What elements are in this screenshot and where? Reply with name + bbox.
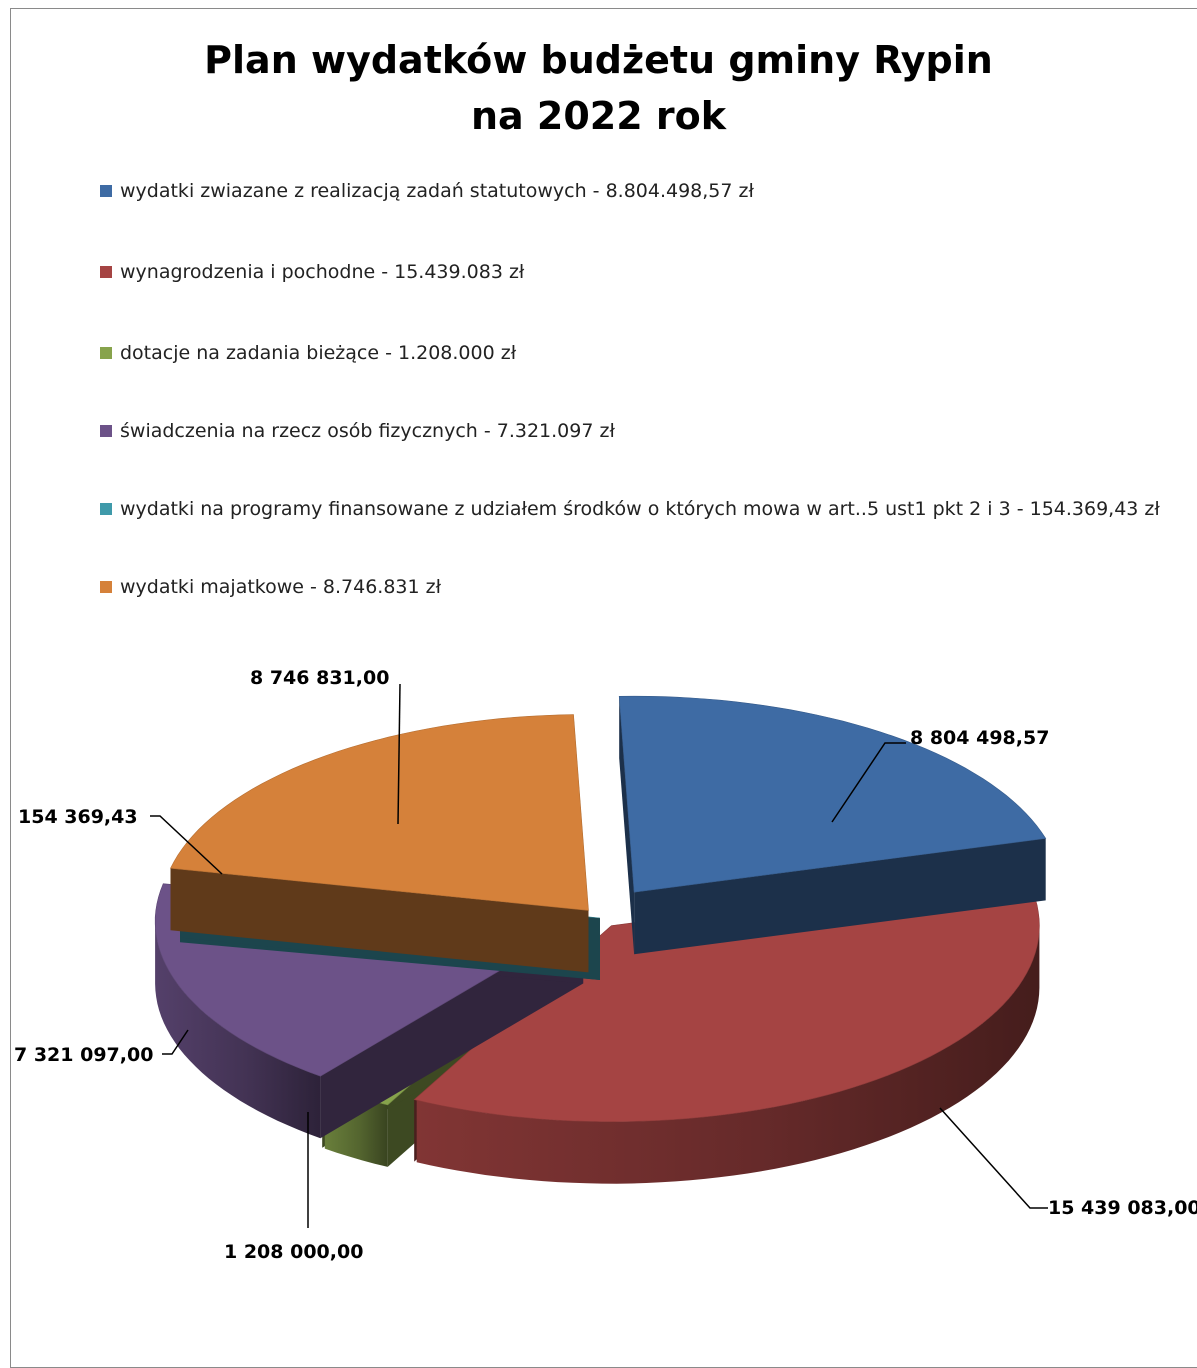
- legend-swatch-subsidies: [100, 347, 112, 359]
- slice-statutory: [618, 695, 1047, 893]
- slice-salaries: [413, 871, 1040, 1123]
- legend-label-statutory: wydatki zwiazane z realizacją zadań stat…: [120, 180, 754, 202]
- legend-label-benefits: świadczenia na rzecz osób fizycznych - 7…: [120, 420, 615, 442]
- leader-line-salaries: [939, 1107, 1048, 1209]
- slice-side-assets-0: [170, 868, 589, 973]
- leader-line-assets: [397, 683, 401, 825]
- legend-label-programs: wydatki na programy finansowane z udział…: [120, 498, 1160, 520]
- data-labels: 8 804 498,57 15 439 083,00 1 208 000,00 …: [14, 667, 1197, 1263]
- legend-item-salaries: wynagrodzenia i pochodne - 15.439.083 zł: [100, 259, 1160, 285]
- data-label-salaries: 15 439 083,00: [1048, 1197, 1197, 1219]
- legend-label-salaries: wynagrodzenia i pochodne - 15.439.083 zł: [120, 261, 525, 283]
- pie-slices: [154, 695, 1047, 1184]
- slice-wall-benefits: [155, 921, 321, 1139]
- data-label-programs: 154 369,43: [18, 806, 138, 828]
- chart-title-line-2: na 2022 rok: [470, 94, 727, 138]
- chart-title-line-1: Plan wydatków budżetu gminy Rypin: [204, 38, 993, 82]
- legend-swatch-salaries: [100, 266, 112, 278]
- slice-assets: [170, 714, 589, 911]
- data-label-subsidies: 1 208 000,00: [224, 1241, 363, 1263]
- slice-side-statutory-0: [619, 696, 635, 955]
- legend-label-assets: wydatki majatkowe - 8.746.831 zł: [120, 576, 442, 598]
- legend-item-statutory: wydatki zwiazane z realizacją zadań stat…: [100, 178, 1160, 204]
- legend-label-subsidies: dotacje na zadania bieżące - 1.208.000 z…: [120, 342, 517, 364]
- legend-item-benefits: świadczenia na rzecz osób fizycznych - 7…: [100, 418, 1160, 444]
- legend-item-subsidies: dotacje na zadania bieżące - 1.208.000 z…: [100, 340, 1160, 366]
- legend-swatch-programs: [100, 503, 112, 515]
- legend-item-assets: wydatki majatkowe - 8.746.831 zł: [100, 574, 1160, 600]
- slice-side-statutory-1: [634, 838, 1046, 955]
- data-label-statutory: 8 804 498,57: [910, 727, 1049, 749]
- legend-item-programs: wydatki na programy finansowane z udział…: [100, 496, 1160, 522]
- legend-swatch-statutory: [100, 185, 112, 197]
- chart-title: Plan wydatków budżetu gminy Rypin na 202…: [0, 32, 1197, 144]
- leader-line-programs: [150, 815, 223, 875]
- leader-line-statutory: [831, 742, 906, 823]
- legend-swatch-benefits: [100, 425, 112, 437]
- data-label-benefits: 7 321 097,00: [14, 1044, 153, 1066]
- legend-swatch-assets: [100, 581, 112, 593]
- slice-wall-salaries: [416, 925, 1040, 1184]
- leader-line-benefits: [162, 1029, 189, 1055]
- data-label-assets: 8 746 831,00: [250, 667, 389, 689]
